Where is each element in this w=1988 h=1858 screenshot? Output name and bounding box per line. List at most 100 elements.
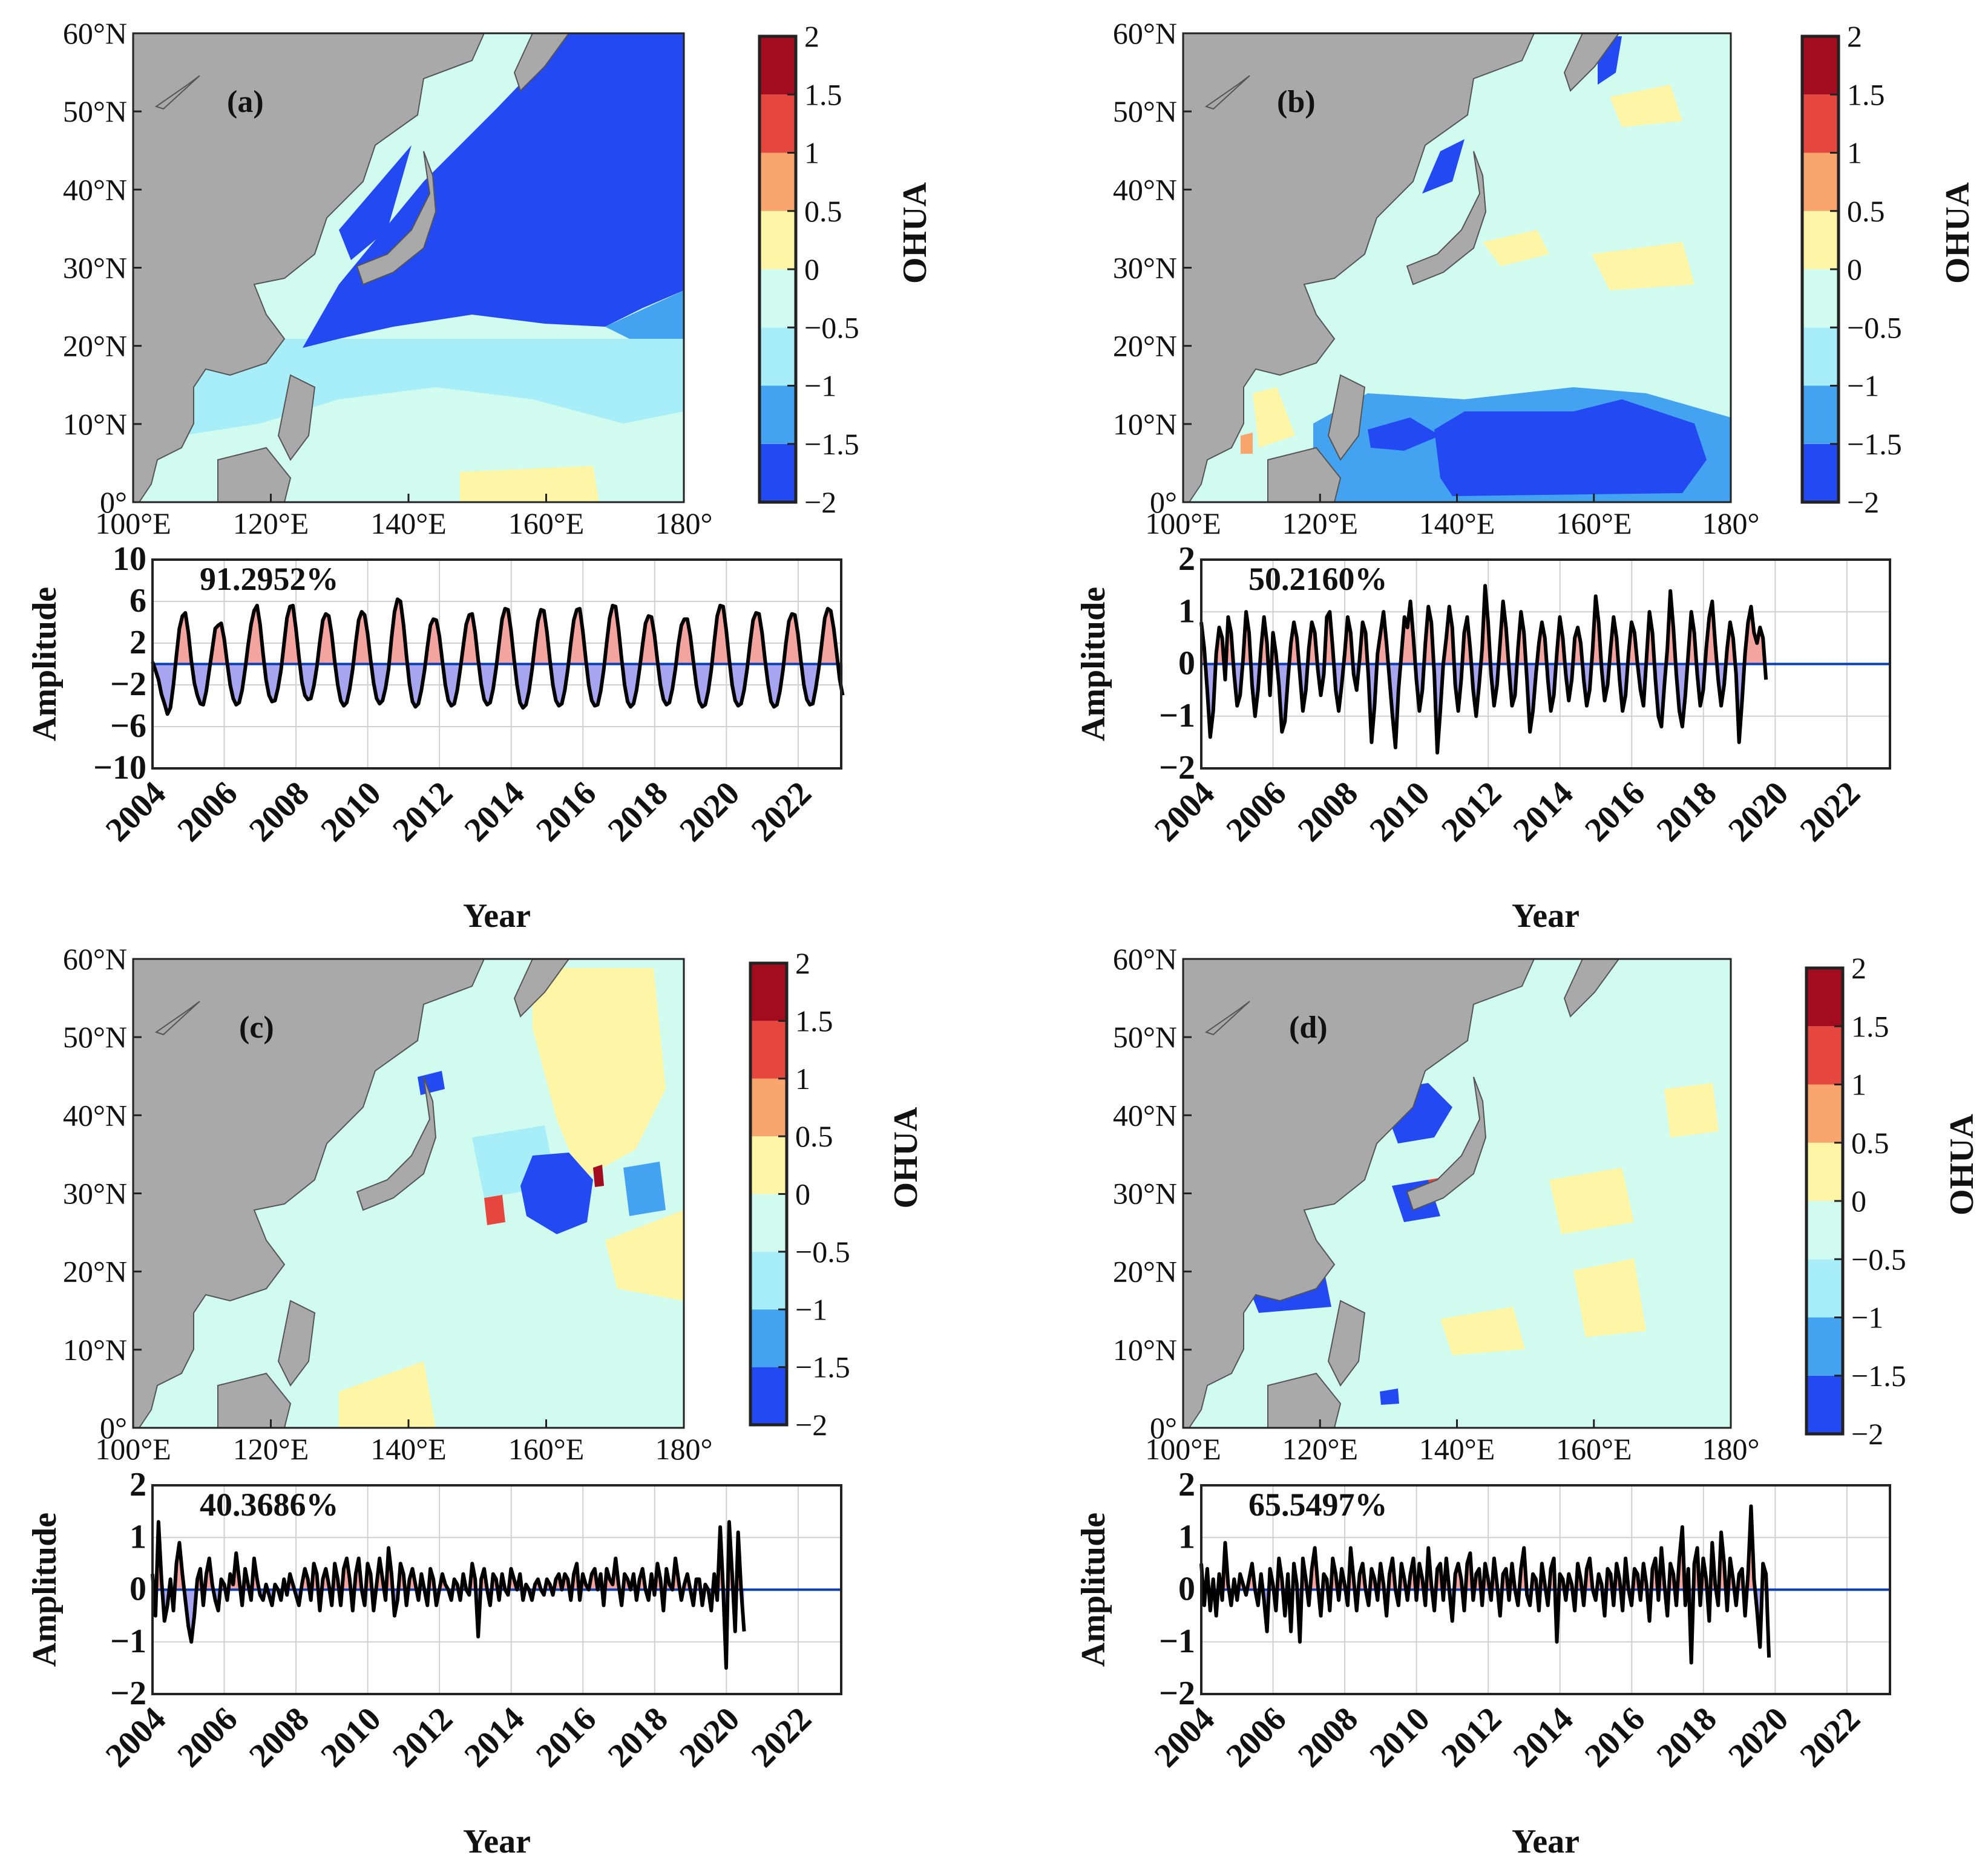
lon-tick-label: 180° bbox=[655, 1432, 713, 1466]
colorbar-tick-label: −1.5 bbox=[1847, 427, 1902, 461]
y-tick-label: 6 bbox=[130, 582, 146, 620]
land-asia bbox=[1183, 33, 1535, 503]
lon-tick-label: 120°E bbox=[1282, 1432, 1358, 1466]
colorbar-tick-label: −1 bbox=[1851, 1301, 1883, 1335]
colorbar-tick-label: 0.5 bbox=[1851, 1126, 1889, 1160]
colorbar-level bbox=[759, 211, 796, 269]
x-axis-label: Year bbox=[463, 897, 531, 935]
y-tick-label: 0 bbox=[130, 1571, 146, 1608]
y-tick-label: 1 bbox=[130, 1518, 146, 1555]
y-axis-label: Amplitude bbox=[26, 1513, 64, 1667]
colorbar-tick-label: −0.5 bbox=[795, 1235, 850, 1269]
y-axis-label: Amplitude bbox=[26, 587, 64, 741]
colorbar-level bbox=[750, 1367, 787, 1425]
colorbar-level bbox=[1806, 1259, 1843, 1318]
timeseries-a: 1062−2−6−1020042006200820102012201420162… bbox=[26, 540, 845, 935]
map-axes-b: 100°E 120°E 140°E 160°E 180° 0° 10°N 20°N 30°N 40… bbox=[1113, 16, 1760, 540]
field-strong-negative bbox=[1434, 399, 1707, 496]
colorbar-level bbox=[1806, 1375, 1843, 1434]
lat-tick-label: 40°N bbox=[1113, 1098, 1177, 1132]
x-tick-label: 2006 bbox=[170, 774, 244, 849]
lon-tick-label: 120°E bbox=[233, 506, 309, 540]
map-panel-b bbox=[1182, 32, 1732, 503]
y-tick-label: −6 bbox=[110, 707, 146, 745]
map-axes-c: 100°E 120°E 140°E 160°E 180° 0° 10°N 20°N 30°N 40… bbox=[63, 942, 713, 1466]
amplitude-line bbox=[151, 597, 845, 716]
lon-tick-label: 120°E bbox=[233, 1432, 309, 1466]
amplitude-line bbox=[1199, 1504, 1771, 1665]
lat-tick-label: 10°N bbox=[63, 1333, 127, 1367]
map-panel-a bbox=[132, 32, 685, 503]
colorbar-tick-label: −1.5 bbox=[804, 427, 859, 461]
colorbar-tick-label: 0.5 bbox=[1847, 194, 1885, 228]
x-axis-label: Year bbox=[463, 1823, 531, 1858]
colorbar-level bbox=[750, 1194, 787, 1252]
colorbar-level bbox=[759, 443, 796, 502]
land-borneo bbox=[217, 1372, 292, 1428]
colorbar-label: OHUA bbox=[887, 1107, 925, 1209]
y-tick-label: −2 bbox=[1159, 749, 1195, 787]
colorbar-tick-label: 0 bbox=[804, 252, 819, 286]
lat-tick-label: 20°N bbox=[1113, 329, 1177, 363]
colorbar-tick-label: 0.5 bbox=[804, 194, 842, 228]
colorbar-tick-label: 0.5 bbox=[795, 1119, 833, 1153]
x-tick-label: 2010 bbox=[1363, 774, 1437, 849]
y-tick-label: 2 bbox=[130, 624, 146, 661]
colorbar-label: OHUA bbox=[1943, 1113, 1981, 1215]
axes-frame bbox=[1200, 558, 1891, 770]
panel-c: 100°E 120°E 140°E 160°E 180° 0° 10°N 20°N 30°N 40… bbox=[26, 942, 925, 1858]
lat-tick-label: 10°N bbox=[63, 407, 127, 441]
lon-tick-label: 140°E bbox=[1419, 1432, 1495, 1466]
lon-tick-label: 160°E bbox=[508, 506, 585, 540]
timeseries-b: 210−1−2200420062008201020122014201620182… bbox=[1075, 540, 1891, 935]
lat-tick-label: 0° bbox=[100, 485, 127, 519]
panel-a: 100°E 120°E 140°E 160°E 180° 0° 10°N 20°N 30°N 40… bbox=[26, 16, 934, 935]
colorbar-level bbox=[1802, 36, 1839, 95]
amplitude-line bbox=[151, 1520, 746, 1670]
colorbar-level bbox=[750, 1251, 787, 1310]
axes-frame bbox=[151, 1484, 842, 1695]
colorbar-tick-label: −0.5 bbox=[1847, 310, 1902, 344]
y-tick-label: −2 bbox=[110, 1675, 146, 1712]
colorbar-level bbox=[1806, 1026, 1843, 1085]
lat-tick-label: 40°N bbox=[63, 172, 127, 206]
y-tick-label: 2 bbox=[1178, 540, 1195, 578]
lat-tick-label: 20°N bbox=[63, 329, 127, 363]
colorbar-level bbox=[1802, 443, 1839, 502]
land-philippines bbox=[1327, 1300, 1366, 1387]
x-tick-label: 2014 bbox=[458, 1700, 532, 1775]
lon-tick-label: 160°E bbox=[1556, 506, 1632, 540]
colorbar-c: −2 −1.5 −1 −0.5 0 0.5 1 1.5 2 OHUA bbox=[749, 946, 925, 1442]
x-tick-label: 2014 bbox=[458, 774, 532, 849]
land-asia bbox=[133, 33, 485, 503]
lat-tick-label: 50°N bbox=[1113, 94, 1177, 128]
colorbar-level bbox=[750, 1136, 787, 1194]
lat-tick-label: 40°N bbox=[1113, 172, 1177, 206]
y-tick-label: 2 bbox=[130, 1466, 146, 1503]
colorbar-level bbox=[1802, 152, 1839, 211]
lat-tick-label: 60°N bbox=[63, 942, 127, 976]
colorbar-tick-label: 1 bbox=[1847, 136, 1862, 170]
lat-tick-label: 30°N bbox=[1113, 1177, 1177, 1211]
y-tick-label: 1 bbox=[1178, 1518, 1195, 1555]
lon-tick-label: 140°E bbox=[370, 506, 447, 540]
lat-tick-label: 0° bbox=[100, 1411, 127, 1445]
colorbar-tick-label: 1 bbox=[1851, 1068, 1866, 1102]
panel-d: 100°E 120°E 140°E 160°E 180° 0° 10°N 20°N 30°N 40… bbox=[1075, 942, 1981, 1858]
lon-tick-label: 180° bbox=[1702, 506, 1760, 540]
y-tick-label: 1 bbox=[1178, 592, 1195, 630]
lat-tick-label: 30°N bbox=[63, 1177, 127, 1211]
x-tick-label: 2020 bbox=[672, 1700, 747, 1775]
panel-b: 100°E 120°E 140°E 160°E 180° 0° 10°N 20°N 30°N 40… bbox=[1075, 16, 1977, 935]
x-tick-label: 2012 bbox=[385, 1700, 460, 1775]
y-axis-label: Amplitude bbox=[1075, 1513, 1112, 1667]
colorbar-level bbox=[750, 1078, 787, 1137]
lat-tick-label: 50°N bbox=[1113, 1020, 1177, 1054]
x-tick-label: 2014 bbox=[1506, 774, 1581, 849]
lon-tick-label: 100°E bbox=[1145, 1432, 1221, 1466]
panel-label-a: (a) bbox=[227, 85, 264, 119]
x-tick-label: 2016 bbox=[1578, 774, 1652, 849]
panel-label-d: (d) bbox=[1289, 1010, 1328, 1045]
colorbar-level bbox=[750, 963, 787, 1021]
colorbar-level bbox=[759, 152, 796, 211]
